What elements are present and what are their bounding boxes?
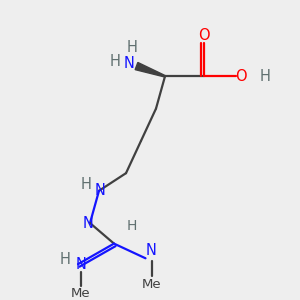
Text: H: H [110,54,120,69]
Text: H: H [127,40,137,55]
Text: N: N [95,183,106,198]
Text: N: N [124,56,134,70]
Text: N: N [76,256,86,272]
Text: N: N [83,216,94,231]
Text: H: H [260,69,270,84]
Text: H: H [60,252,71,267]
Polygon shape [135,62,165,77]
Text: H: H [81,177,92,192]
Text: Me: Me [142,278,161,291]
Text: H: H [127,219,137,233]
Text: Me: Me [71,287,91,300]
Text: O: O [236,69,247,84]
Text: O: O [198,28,210,43]
Text: N: N [146,243,157,258]
